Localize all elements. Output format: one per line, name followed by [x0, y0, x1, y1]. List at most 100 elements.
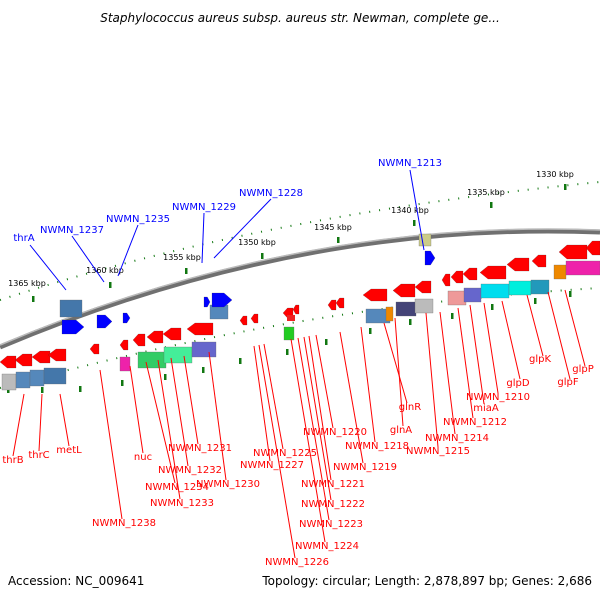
ruler-label: 1350 kbp [238, 238, 276, 247]
feature-box [137, 351, 167, 369]
forward-gene-arrows [61, 250, 436, 335]
feature-box [414, 298, 434, 314]
reverse-gene-leader [439, 311, 456, 435]
forward-gene-leader [29, 244, 67, 291]
reverse-gene-leader [547, 291, 571, 380]
track-tick [121, 380, 124, 386]
gene-label: NWMN_1221 [301, 479, 365, 490]
gene-arrow [211, 292, 233, 308]
genome-backbone [0, 228, 600, 350]
gene-arrow [462, 267, 478, 281]
feature-box [530, 279, 550, 295]
reverse-gene-leader [469, 304, 485, 405]
gene-arrow [441, 273, 451, 287]
ruler-tick [337, 237, 340, 243]
ruler-tick [185, 268, 188, 274]
reverse-gene-leader [425, 312, 439, 448]
gene-arrow [414, 280, 432, 294]
reverse-gene-leader [253, 345, 271, 462]
gene-label: NWMN_1233 [150, 498, 214, 509]
gene-arrow [14, 353, 33, 367]
reverse-gene-leader [297, 337, 330, 521]
gene-arrow [335, 297, 345, 309]
gene-arrow [203, 296, 211, 308]
gene-label: NWMN_1219 [333, 462, 397, 473]
gene-label: NWMN_1227 [240, 460, 304, 471]
gene-label: NWMN_1234 [145, 482, 209, 493]
ruler-label: 1335 kbp [467, 188, 505, 197]
reverse-gene-leader [170, 357, 189, 467]
gene-arrow [558, 244, 588, 260]
feature-box [565, 260, 600, 276]
reverse-gene-leader [38, 393, 43, 452]
gene-label: NWMN_1214 [425, 433, 489, 444]
gene-arrow [0, 355, 17, 369]
forward-gene-leader [117, 224, 139, 277]
gene-label: glnA [390, 425, 412, 436]
feature-box [119, 356, 131, 372]
track-tick [534, 298, 537, 304]
gene-label: thrB [2, 455, 23, 466]
map-title: Staphylococcus aureus subsp. aureus str.… [100, 11, 500, 25]
gene-arrow [146, 330, 164, 344]
reverse-gene-leader [383, 322, 408, 404]
gene-label: thrC [28, 450, 49, 461]
gene-label: glpP [572, 364, 594, 375]
gene-arrow [47, 348, 67, 362]
gene-label: NWMN_1212 [443, 417, 507, 428]
gene-arrow [89, 343, 100, 355]
gene-arrow [362, 288, 388, 302]
gene-label: NWMN_1232 [158, 465, 222, 476]
reverse-gene-leader [145, 361, 176, 484]
track-tick [569, 291, 572, 297]
gene-label: NWMN_1222 [301, 499, 365, 510]
feature-box [191, 341, 217, 358]
gene-label: NWMN_1220 [303, 427, 367, 438]
gene-arrow [239, 315, 248, 326]
feature-box [508, 280, 532, 296]
gene-label: NWMN_1235 [106, 214, 170, 225]
feature-box [29, 369, 45, 387]
reverse-gene-leader [258, 344, 296, 559]
forward-gene-leader [213, 198, 272, 259]
ruler-tick [564, 184, 567, 190]
gene-arrow [132, 333, 146, 347]
reverse-gene-leader [315, 334, 334, 429]
gene-arrow [479, 265, 507, 280]
track-tick [325, 339, 328, 345]
gene-arrow [585, 240, 600, 256]
track-tick [164, 374, 167, 380]
track-tick [286, 349, 289, 355]
reverse-gene-leader [394, 317, 404, 427]
ruler-label: 1340 kbp [391, 206, 429, 215]
feature-box [59, 299, 83, 318]
reverse-gene-leader [208, 351, 227, 481]
reverse-gene-leader [290, 338, 326, 543]
reverse-gene-leader [59, 393, 70, 447]
reverse-gene-leader [501, 300, 521, 380]
gene-label: NWMN_1215 [406, 446, 470, 457]
reverse-gene-leader [12, 393, 25, 457]
gene-label: NWMN_1230 [196, 479, 260, 490]
gene-label: NWMN_1218 [345, 441, 409, 452]
reverse-gene-leader [526, 294, 544, 357]
track-tick [409, 319, 412, 325]
forward-gene-leader [409, 169, 425, 251]
feature-box [447, 290, 467, 306]
ruler-tick [413, 220, 416, 226]
track-tick [41, 387, 44, 393]
gene-label: glpD [506, 378, 529, 389]
gene-label: NWMN_1228 [239, 188, 303, 199]
gene-arrow [450, 270, 464, 284]
ruler-label: 1330 kbp [536, 170, 574, 179]
ruler-label: 1360 kbp [86, 266, 124, 275]
gene-label: miaA [473, 403, 499, 414]
gene-arrow [96, 314, 113, 329]
gene-arrow [531, 254, 547, 268]
ruler-label: 1345 kbp [314, 223, 352, 232]
track-tick [491, 304, 494, 310]
gene-label: NWMN_1223 [299, 519, 363, 530]
track-tick [79, 386, 82, 392]
accession-text: Accession: NC_009641 [8, 574, 144, 588]
